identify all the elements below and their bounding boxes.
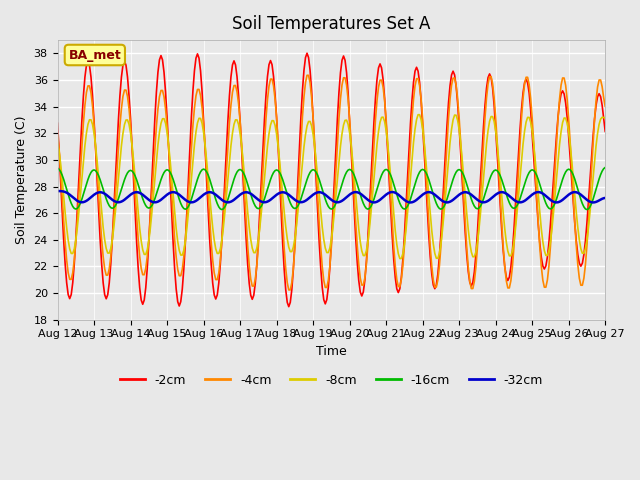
-4cm — [287, 287, 294, 293]
-8cm — [69, 251, 77, 256]
-2cm — [399, 257, 406, 263]
-16cm — [54, 165, 61, 171]
-2cm — [69, 280, 77, 286]
-4cm — [387, 193, 394, 199]
-8cm — [602, 115, 609, 121]
-8cm — [414, 112, 422, 118]
-2cm — [156, 57, 163, 63]
-8cm — [538, 226, 545, 232]
-32cm — [365, 198, 373, 204]
-16cm — [365, 205, 373, 211]
-32cm — [396, 193, 404, 199]
Legend: -2cm, -4cm, -8cm, -16cm, -32cm: -2cm, -4cm, -8cm, -16cm, -32cm — [115, 369, 548, 392]
-16cm — [156, 181, 163, 187]
-4cm — [156, 94, 163, 100]
-32cm — [406, 200, 414, 205]
-4cm — [54, 132, 61, 138]
-8cm — [396, 256, 404, 262]
-4cm — [538, 264, 545, 269]
Title: Soil Temperatures Set A: Soil Temperatures Set A — [232, 15, 431, 33]
-4cm — [69, 270, 77, 276]
-16cm — [384, 167, 392, 173]
-2cm — [285, 304, 292, 310]
-4cm — [399, 263, 406, 269]
-8cm — [54, 142, 61, 148]
-16cm — [534, 177, 542, 182]
-32cm — [602, 195, 609, 201]
-2cm — [54, 120, 61, 126]
-2cm — [303, 50, 311, 56]
-4cm — [369, 166, 376, 172]
Line: -16cm: -16cm — [58, 168, 605, 210]
Line: -8cm: -8cm — [58, 115, 605, 259]
-4cm — [303, 72, 311, 78]
-16cm — [69, 204, 77, 209]
-8cm — [397, 256, 405, 262]
-16cm — [583, 207, 591, 213]
-32cm — [156, 198, 163, 204]
-16cm — [396, 200, 404, 206]
-32cm — [54, 188, 61, 194]
-2cm — [538, 254, 545, 260]
Line: -32cm: -32cm — [58, 191, 605, 203]
X-axis label: Time: Time — [316, 345, 347, 358]
-8cm — [365, 226, 373, 232]
Y-axis label: Soil Temperature (C): Soil Temperature (C) — [15, 116, 28, 244]
Line: -2cm: -2cm — [58, 53, 605, 307]
-8cm — [384, 140, 392, 146]
-2cm — [369, 147, 376, 153]
-32cm — [384, 191, 392, 196]
-32cm — [69, 194, 77, 200]
Line: -4cm: -4cm — [58, 75, 605, 290]
-8cm — [156, 130, 163, 135]
-4cm — [602, 104, 609, 109]
-2cm — [602, 129, 609, 134]
-2cm — [387, 206, 394, 212]
-32cm — [536, 190, 543, 195]
-16cm — [602, 165, 609, 170]
Text: BA_met: BA_met — [68, 48, 121, 61]
